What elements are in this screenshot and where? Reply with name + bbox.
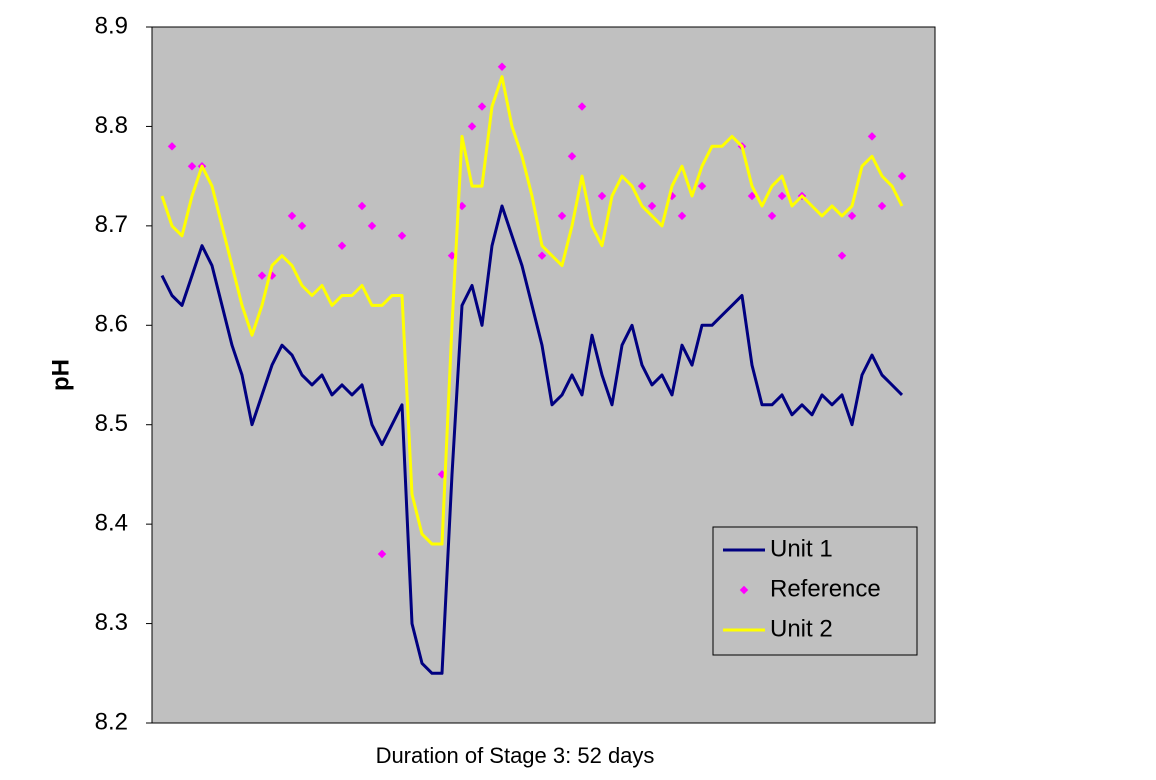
y-tick-label: 8.3 — [95, 609, 128, 636]
reference-point — [337, 241, 347, 250]
series-line — [160, 75, 904, 546]
reference-point — [187, 161, 197, 171]
reference-point — [467, 122, 477, 131]
reference-point — [367, 221, 377, 231]
y-tick-label: 8.9 — [95, 12, 128, 39]
reference-point — [287, 211, 297, 221]
legend-label: Reference — [770, 575, 881, 602]
y-tick-label: 8.7 — [95, 211, 128, 238]
y-tick-label: 8.5 — [95, 410, 128, 437]
legend-label: Unit 2 — [770, 615, 833, 642]
reference-point — [297, 221, 307, 231]
x-axis-label: Duration of Stage 3: 52 days — [376, 743, 655, 768]
reference-point — [477, 102, 487, 111]
reference-point — [357, 201, 367, 211]
y-tick-label: 8.6 — [95, 311, 128, 338]
reference-point — [377, 549, 387, 559]
reference-point — [257, 271, 267, 280]
y-tick-label: 8.8 — [95, 112, 128, 139]
legend-marker — [739, 585, 749, 595]
y-tick-label: 8.2 — [95, 708, 128, 735]
reference-point — [167, 142, 177, 151]
series-line — [160, 204, 904, 675]
reference-point — [397, 231, 407, 241]
y-axis-label: pH — [47, 359, 74, 391]
legend-label: Unit 1 — [770, 535, 833, 562]
y-tick-label: 8.4 — [95, 509, 128, 536]
